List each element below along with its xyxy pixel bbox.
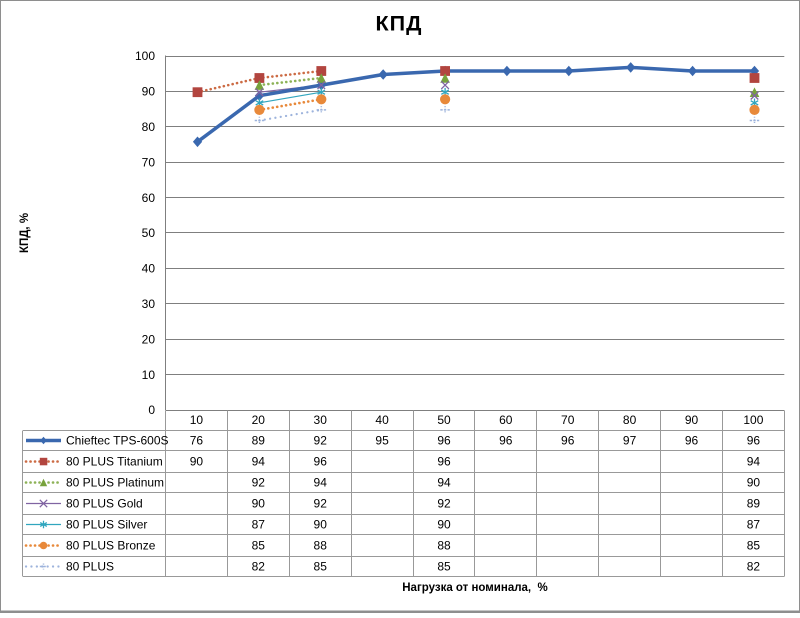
svg-text:50: 50 — [437, 413, 451, 427]
svg-text:20: 20 — [142, 332, 156, 346]
svg-text:94: 94 — [437, 476, 451, 490]
svg-text:50: 50 — [142, 226, 156, 240]
svg-text:80 PLUS Silver: 80 PLUS Silver — [66, 518, 147, 532]
svg-text:90: 90 — [747, 476, 761, 490]
svg-text:76: 76 — [190, 434, 204, 448]
svg-text:80: 80 — [623, 413, 637, 427]
svg-text:60: 60 — [499, 413, 513, 427]
svg-text:90: 90 — [685, 413, 699, 427]
svg-text:92: 92 — [314, 497, 328, 511]
svg-text:94: 94 — [747, 455, 761, 469]
svg-text:40: 40 — [375, 413, 389, 427]
svg-text:95: 95 — [375, 434, 389, 448]
svg-text:85: 85 — [252, 539, 266, 553]
svg-text:92: 92 — [314, 434, 328, 448]
svg-text:30: 30 — [314, 413, 328, 427]
svg-text:10: 10 — [190, 413, 204, 427]
svg-text:87: 87 — [252, 518, 266, 532]
svg-text:88: 88 — [437, 539, 451, 553]
svg-text:Нагрузка от номинала, %: Нагрузка от номинала, % — [402, 582, 548, 594]
svg-text:89: 89 — [747, 497, 761, 511]
svg-text:89: 89 — [252, 434, 266, 448]
svg-text:80 PLUS Titanium: 80 PLUS Titanium — [66, 455, 163, 469]
svg-text:20: 20 — [252, 413, 266, 427]
svg-text:96: 96 — [437, 434, 451, 448]
svg-text:80 PLUS Platinum: 80 PLUS Platinum — [66, 476, 164, 490]
svg-text:КПД, %: КПД, % — [19, 213, 31, 253]
svg-text:92: 92 — [252, 476, 266, 490]
svg-text:94: 94 — [314, 476, 328, 490]
svg-text:0: 0 — [148, 403, 155, 417]
svg-text:80: 80 — [142, 120, 156, 134]
svg-text:40: 40 — [142, 262, 156, 276]
svg-text:100: 100 — [743, 413, 763, 427]
svg-text:96: 96 — [437, 455, 451, 469]
svg-text:96: 96 — [499, 434, 513, 448]
svg-text:96: 96 — [561, 434, 575, 448]
svg-text:85: 85 — [314, 560, 328, 574]
svg-text:96: 96 — [685, 434, 699, 448]
svg-text:82: 82 — [252, 560, 266, 574]
svg-text:КПД: КПД — [376, 12, 423, 36]
svg-text:96: 96 — [747, 434, 761, 448]
svg-text:80 PLUS Bronze: 80 PLUS Bronze — [66, 539, 156, 553]
svg-text:Chieftec TPS-600S: Chieftec TPS-600S — [66, 434, 169, 448]
svg-text:60: 60 — [142, 191, 156, 205]
svg-text:70: 70 — [142, 155, 156, 169]
svg-text:96: 96 — [314, 455, 328, 469]
svg-text:90: 90 — [142, 85, 156, 99]
svg-text:88: 88 — [314, 539, 328, 553]
svg-text:80 PLUS Gold: 80 PLUS Gold — [66, 497, 143, 511]
svg-text:94: 94 — [252, 455, 266, 469]
svg-text:90: 90 — [314, 518, 328, 532]
svg-text:80 PLUS: 80 PLUS — [66, 560, 114, 574]
svg-text:10: 10 — [142, 368, 156, 382]
svg-text:30: 30 — [142, 297, 156, 311]
svg-text:85: 85 — [747, 539, 761, 553]
svg-text:87: 87 — [747, 518, 761, 532]
svg-text:90: 90 — [252, 497, 266, 511]
svg-text:82: 82 — [747, 560, 761, 574]
svg-text:85: 85 — [437, 560, 451, 574]
svg-text:100: 100 — [135, 49, 155, 63]
svg-text:90: 90 — [437, 518, 451, 532]
svg-text:92: 92 — [437, 497, 451, 511]
svg-text:97: 97 — [623, 434, 637, 448]
svg-text:90: 90 — [190, 455, 204, 469]
svg-text:70: 70 — [561, 413, 575, 427]
